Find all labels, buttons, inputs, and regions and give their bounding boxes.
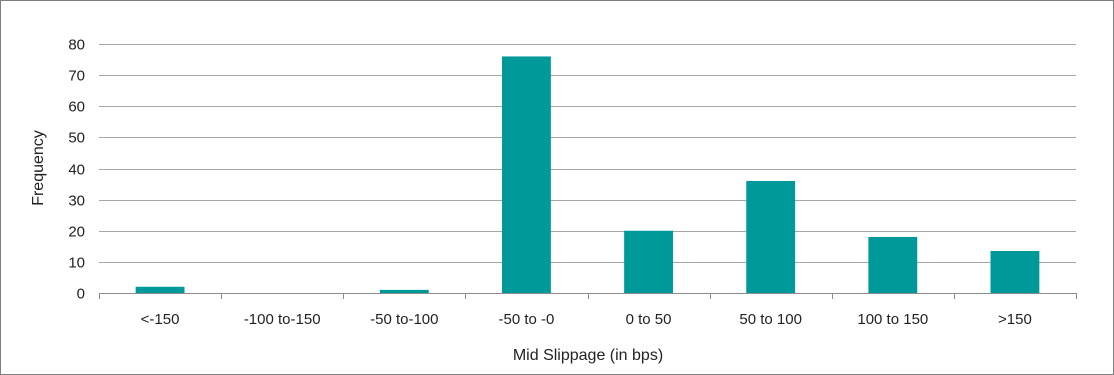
y-tick-label: 30 [68, 193, 85, 210]
bar [502, 56, 551, 294]
x-tick-label: 100 to 150 [857, 311, 928, 328]
bar [135, 286, 185, 293]
y-tick-label: 60 [68, 99, 85, 116]
y-tick-label: 0 [77, 286, 85, 303]
y-tick-labels: 0 10 20 30 40 50 60 70 80 [68, 37, 85, 303]
axes [99, 293, 1077, 299]
y-axis-title: Frequency [30, 130, 47, 206]
x-tick-label: >150 [998, 311, 1032, 328]
y-tick-label: 10 [68, 255, 85, 272]
y-tick-label: 40 [68, 162, 85, 179]
x-tick-label: -50 to -0 [499, 311, 555, 328]
x-tick-label: 50 to 100 [739, 311, 802, 328]
x-axis-title: Mid Slippage (in bps) [513, 347, 663, 364]
bar [990, 250, 1040, 293]
bar [379, 289, 429, 293]
gridlines [99, 44, 1076, 263]
x-tick-label: -50 to-100 [370, 311, 438, 328]
x-tick-label: -100 to-150 [244, 311, 321, 328]
bar [746, 180, 796, 293]
bars [135, 56, 1040, 294]
bar [624, 230, 673, 293]
y-tick-label: 70 [68, 68, 85, 85]
x-tick-labels: <-150 -100 to-150 -50 to-100 -50 to -0 0 to … [141, 311, 1032, 328]
bar [868, 236, 918, 293]
y-tick-label: 20 [68, 224, 85, 241]
y-tick-label: 50 [68, 130, 85, 147]
x-tick-label: 0 to 50 [626, 311, 672, 328]
x-tick-label: <-150 [141, 311, 180, 328]
y-tick-label: 80 [68, 37, 85, 54]
